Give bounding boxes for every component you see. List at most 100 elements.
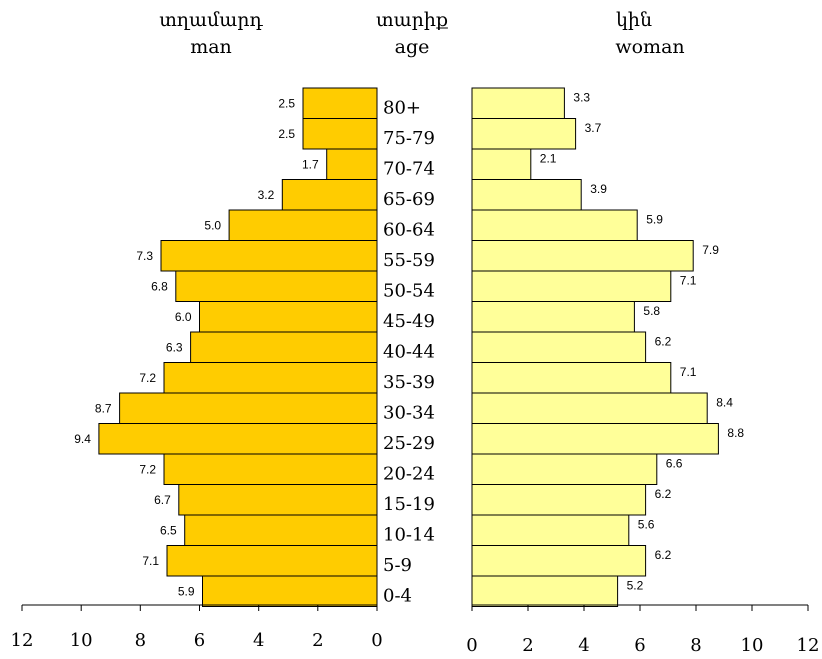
age-label-35-39: 35-39 [383,372,435,393]
age-label-50-54: 50-54 [383,280,435,301]
header-woman-armenian: կին [616,9,652,31]
data-label-woman-65-69: 3.9 [590,182,607,196]
data-label-woman-60-64: 5.9 [646,212,663,226]
bar-man-20-24 [163,453,378,485]
bar-man-70-74 [326,148,378,180]
tick-label-man-4: 4 [253,630,264,651]
bar-man-55-59 [160,240,378,272]
data-label-man-80+: 2.5 [278,96,295,110]
bar-woman-70-74 [471,148,532,180]
bar-woman-5-9 [471,545,647,577]
data-label-man-50-54: 6.8 [151,279,168,293]
data-label-woman-70-74: 2.1 [540,151,557,165]
header-age: age [395,36,430,58]
bar-woman-40-44 [471,331,647,363]
bar-man-75-79 [302,118,378,150]
bar-woman-15-19 [471,484,647,516]
data-label-man-70-74: 1.7 [302,157,319,171]
tick-label-woman-0: 0 [466,635,477,656]
bar-man-65-69 [281,179,378,211]
data-label-woman-5-9: 6.2 [655,548,672,562]
age-label-70-74: 70-74 [383,158,435,179]
age-label-55-59: 55-59 [383,250,435,271]
series-man [98,87,378,607]
tick-label-man-8: 8 [135,630,146,651]
bar-woman-20-24 [471,453,658,485]
data-labels-man: 2.5 2.5 1.7 3.2 5.0 7.3 6.8 6.0 6.3 7.2 8.7 9.4 7.2 6… [74,96,319,598]
age-label-75-79: 75-79 [383,128,435,149]
data-label-woman-35-39: 7.1 [680,365,697,379]
tick-label-woman-12: 12 [797,635,820,656]
bar-woman-50-54 [471,270,672,302]
bar-woman-25-29 [471,423,719,455]
age-label-20-24: 20-24 [383,463,435,484]
age-label-0-4: 0-4 [383,585,412,606]
age-label-15-19: 15-19 [383,494,435,515]
bar-woman-60-64 [471,209,638,241]
bar-man-50-54 [175,270,378,302]
age-label-45-49: 45-49 [383,311,435,332]
data-label-man-75-79: 2.5 [278,127,295,141]
age-label-40-44: 40-44 [383,341,435,362]
bar-man-5-9 [166,545,378,577]
bar-man-80+ [302,87,378,119]
data-label-man-60-64: 5.0 [204,218,221,232]
age-label-25-29: 25-29 [383,433,435,454]
age-label-60-64: 60-64 [383,219,435,240]
tick-label-man-6: 6 [194,630,205,651]
tick-label-man-10: 10 [70,630,93,651]
bar-man-15-19 [178,484,378,516]
data-label-woman-15-19: 6.2 [655,487,672,501]
bar-man-0-4 [202,575,378,607]
bar-woman-80+ [471,87,565,119]
data-label-man-40-44: 6.3 [166,340,183,354]
tick-label-woman-10: 10 [741,635,764,656]
bar-woman-65-69 [471,179,582,211]
tick-label-woman-4: 4 [578,635,589,656]
data-label-woman-30-34: 8.4 [716,395,733,409]
data-label-woman-45-49: 5.8 [643,304,660,318]
age-label-10-14: 10-14 [383,524,435,545]
data-label-woman-10-14: 5.6 [638,517,655,531]
data-label-man-10-14: 6.5 [160,523,177,537]
bar-man-60-64 [228,209,378,241]
data-label-man-20-24: 7.2 [139,462,156,476]
data-label-woman-75-79: 3.7 [585,121,602,135]
header-man-armenian: տղամարդ [159,9,263,31]
bar-woman-0-4 [471,575,619,607]
data-label-woman-25-29: 8.8 [727,426,744,440]
data-label-man-30-34: 8.7 [95,401,112,415]
header-age-armenian: տարիք [376,9,448,31]
bar-man-25-29 [98,423,378,455]
bar-man-45-49 [199,301,378,333]
tick-label-man-0: 0 [371,630,382,651]
data-label-woman-20-24: 6.6 [666,456,683,470]
tick-label-man-2: 2 [312,630,323,651]
data-label-man-65-69: 3.2 [258,188,275,202]
bar-man-10-14 [184,514,378,546]
axes: 0 0 2 2 4 4 6 6 8 8 10 10 12 12 [11,604,820,656]
data-label-man-0-4: 5.9 [178,584,195,598]
header-man: man [190,36,232,58]
tick-label-man-12: 12 [11,630,34,651]
data-label-man-25-29: 9.4 [74,432,91,446]
age-label-65-69: 65-69 [383,189,435,210]
series-woman [471,87,719,607]
bar-woman-75-79 [471,118,577,150]
data-label-woman-0-4: 5.2 [627,578,644,592]
tick-label-woman-2: 2 [522,635,533,656]
data-label-woman-55-59: 7.9 [702,243,719,257]
bar-woman-55-59 [471,240,694,272]
data-label-woman-50-54: 7.1 [680,273,697,287]
data-label-man-35-39: 7.2 [139,371,156,385]
bar-man-40-44 [190,331,378,363]
data-label-woman-80+: 3.3 [573,90,590,104]
bar-woman-35-39 [471,362,672,394]
tick-label-woman-8: 8 [690,635,701,656]
bar-man-35-39 [163,362,378,394]
age-label-30-34: 30-34 [383,402,435,423]
data-label-man-5-9: 7.1 [142,554,159,568]
tick-label-woman-6: 6 [634,635,645,656]
